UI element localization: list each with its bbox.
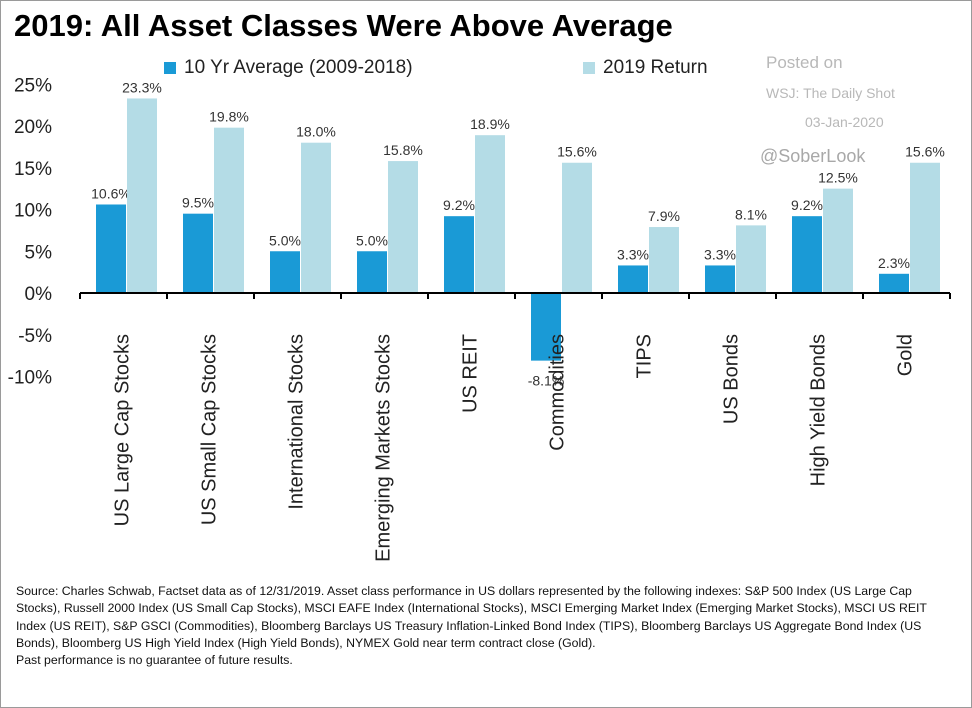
y-tick-label: 25% <box>14 75 52 96</box>
bar-2019-return-high-yield-bonds <box>823 188 853 293</box>
y-tick-label: 0% <box>25 284 53 305</box>
legend-label-2019-return: 2019 Return <box>603 57 708 78</box>
y-tick-label: 15% <box>14 159 52 180</box>
data-label: 10.6% <box>91 185 131 201</box>
bar-10-yr-average-2009-2018-international-stocks <box>270 251 300 293</box>
source-note: Source: Charles Schwab, Factset data as … <box>16 583 956 669</box>
legend-swatch-2019-return <box>583 62 595 74</box>
x-tick-label: US Bonds <box>721 334 743 424</box>
bar-10-yr-average-2009-2018-gold <box>879 273 909 293</box>
data-label: 2.3% <box>878 255 910 271</box>
data-label: 15.6% <box>557 144 597 160</box>
y-tick-label: 5% <box>25 242 53 263</box>
chart-title: 2019: All Asset Classes Were Above Avera… <box>14 8 673 43</box>
x-tick-label: High Yield Bonds <box>808 334 830 486</box>
bar-chart: 25% 20% 15% 10% 5% 0% -5% -10% 10.6% 23.3% 9.5% 19.… <box>8 75 951 562</box>
bar-2019-return-commodities <box>562 162 592 293</box>
bar-10-yr-average-2009-2018-us-large-cap-stocks <box>96 204 126 293</box>
source-text: Source: Charles Schwab, Factset data as … <box>16 584 927 650</box>
data-label: 23.3% <box>122 79 162 95</box>
y-tick-label: -10% <box>8 368 52 389</box>
bar-10-yr-average-2009-2018-commodities <box>531 293 561 361</box>
data-label: 3.3% <box>617 246 649 262</box>
data-label: 7.9% <box>648 208 680 224</box>
data-label: 18.0% <box>296 124 336 140</box>
data-label: 15.6% <box>905 144 945 160</box>
legend-label-10yr-average: 10 Yr Average (2009-2018) <box>184 57 413 78</box>
y-tick-label: 10% <box>14 201 52 222</box>
data-label: 9.2% <box>791 197 823 213</box>
bar-2019-return-us-reit <box>475 135 505 293</box>
data-label: 3.3% <box>704 246 736 262</box>
data-label: 5.0% <box>269 232 301 248</box>
x-tick-label: Commodities <box>547 334 569 451</box>
data-label: 5.0% <box>356 232 388 248</box>
bar-2019-return-us-small-cap-stocks <box>214 127 244 293</box>
bar-2019-return-gold <box>910 162 940 293</box>
bar-2019-return-emerging-markets-stocks <box>388 161 418 293</box>
legend-swatch-10yr-average <box>164 62 176 74</box>
bar-10-yr-average-2009-2018-emerging-markets-stocks <box>357 251 387 293</box>
data-label: 8.1% <box>735 206 767 222</box>
bar-10-yr-average-2009-2018-high-yield-bonds <box>792 216 822 293</box>
bar-2019-return-international-stocks <box>301 142 331 293</box>
data-label: 9.2% <box>443 197 475 213</box>
x-tick-label: US Small Cap Stocks <box>199 334 221 525</box>
data-label: 19.8% <box>209 109 249 125</box>
watermark-posted-on: Posted on <box>766 53 843 72</box>
data-label: 18.9% <box>470 116 510 132</box>
x-tick-label: Emerging Markets Stocks <box>373 334 395 562</box>
bar-2019-return-us-bonds <box>736 225 766 293</box>
y-tick-label: 20% <box>14 117 52 138</box>
x-tick-label: US REIT <box>460 334 482 413</box>
x-tick-label: Gold <box>895 334 917 376</box>
y-tick-label: -5% <box>18 326 52 347</box>
bar-10-yr-average-2009-2018-us-small-cap-stocks <box>183 213 213 293</box>
bar-2019-return-us-large-cap-stocks <box>127 98 157 293</box>
watermark-handle: @SoberLook <box>760 146 866 166</box>
x-tick-label: TIPS <box>634 334 656 378</box>
data-label: 12.5% <box>818 170 858 186</box>
data-label: 9.5% <box>182 195 214 211</box>
legend-item-2019-return: 2019 Return <box>583 57 708 79</box>
bar-2019-return-tips <box>649 227 679 293</box>
disclaimer-text: Past performance is no guarantee of futu… <box>16 653 293 668</box>
watermark-date: 03-Jan-2020 <box>805 114 884 130</box>
x-tick-label: US Large Cap Stocks <box>112 334 134 526</box>
bar-10-yr-average-2009-2018-us-reit <box>444 216 474 293</box>
bar-10-yr-average-2009-2018-tips <box>618 265 648 293</box>
x-tick-label: International Stocks <box>286 334 308 510</box>
legend-item-10yr-average: 10 Yr Average (2009-2018) <box>164 57 413 79</box>
data-label: -8.1% <box>528 373 565 389</box>
data-label: 15.8% <box>383 142 423 158</box>
bar-10-yr-average-2009-2018-us-bonds <box>705 265 735 293</box>
watermark-source: WSJ: The Daily Shot <box>766 85 895 101</box>
